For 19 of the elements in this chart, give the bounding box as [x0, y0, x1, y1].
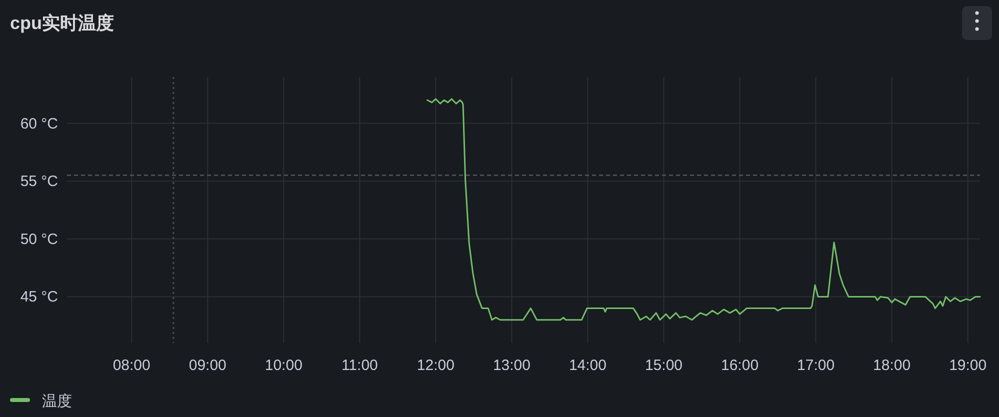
line-series [426, 98, 981, 321]
x-tick-label: 10:00 [264, 357, 302, 374]
y-tick-label: 45 °C [20, 288, 58, 306]
x-tick-label: 13:00 [492, 357, 530, 374]
y-tick-label: 55 °C [20, 173, 58, 190]
x-tick-label: 18:00 [873, 357, 911, 374]
y-tick-label: 60 °C [20, 115, 58, 132]
x-tick-label: 09:00 [188, 357, 226, 374]
x-tick-label: 12:00 [416, 357, 454, 374]
x-tick-label: 17:00 [797, 357, 835, 374]
x-tick-label: 16:00 [721, 357, 759, 374]
y-tick-label: 50 °C [20, 230, 58, 248]
x-tick-label: 15:00 [644, 357, 683, 374]
x-tick-label: 08:00 [112, 357, 150, 374]
chart-title: cpu实时温度 [10, 13, 114, 33]
legend-label: 温度 [42, 393, 72, 410]
x-tick-label: 14:00 [568, 357, 607, 374]
x-tick-label: 19:00 [949, 357, 987, 374]
x-tick-label: 11:00 [341, 357, 378, 374]
